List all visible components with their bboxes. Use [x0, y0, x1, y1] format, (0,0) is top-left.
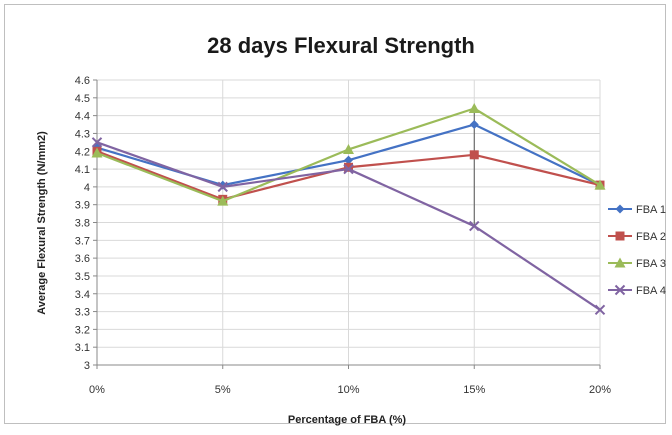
x-tick-label: 10%: [337, 384, 359, 396]
grid-lines: [96, 79, 601, 366]
y-tick-label: 3.2: [75, 324, 90, 336]
x-tick-label: 15%: [463, 384, 485, 396]
data-point: [217, 195, 229, 206]
y-tick-label: 3.9: [75, 200, 90, 212]
data-point-stroke: [594, 304, 606, 315]
legend-item: FBA 3: [608, 257, 666, 270]
legend-label: FBA 1: [636, 204, 666, 216]
y-tick-label: 3.3: [75, 307, 90, 319]
data-point-stroke: [469, 220, 480, 232]
chart-title: 28 days Flexural Strength: [207, 33, 475, 58]
axes: [93, 79, 601, 369]
data-point: [217, 181, 228, 193]
y-tick-label: 3.4: [75, 289, 90, 301]
legend: FBA 1 FBA 2 FBA 3 FBA 4: [608, 204, 666, 297]
data-point: [343, 143, 354, 154]
series-layer: [91, 103, 606, 315]
data-point-stroke: [343, 163, 354, 175]
data-point: [615, 231, 625, 241]
data-point: [614, 284, 626, 296]
data-point: [614, 257, 626, 268]
y-tick-label: 4.5: [75, 93, 90, 105]
y-tick-label: 3.5: [75, 271, 90, 283]
legend-item: FBA 1: [608, 204, 666, 216]
x-axis-label: Percentage of FBA (%): [288, 414, 407, 426]
x-tick-labels: 0% 5% 10% 15% 20%: [89, 384, 611, 396]
y-tick-label: 3.8: [75, 218, 90, 230]
y-tick-label: 4.1: [75, 164, 90, 176]
series-fba-4: [91, 137, 606, 315]
line-chart: 28 days Flexural Strength 33.13.23.33.43…: [36, 33, 666, 426]
legend-label: FBA 4: [636, 285, 666, 297]
data-point: [594, 179, 606, 190]
y-tick-label: 4.2: [75, 146, 90, 158]
chart-frame: 28 days Flexural Strength 3 3.1 3.2 3.3 3.4 3…: [4, 4, 666, 426]
data-point-stroke: [614, 284, 626, 296]
data-point: [91, 137, 103, 148]
y-tick-label: 4.4: [75, 111, 90, 123]
x-tick-label: 20%: [589, 384, 611, 396]
y-axis-label: Average Flexural Strength (N/mm2): [36, 131, 48, 315]
legend-item: FBA 2: [608, 231, 666, 243]
data-point: [594, 304, 606, 315]
y-tick-label: 4: [84, 182, 90, 194]
series-fba-3: [91, 103, 606, 206]
y-tick-label: 3.1: [75, 342, 90, 354]
data-point: [469, 120, 479, 130]
y-tick-label: 4.6: [75, 75, 90, 87]
legend-label: FBA 3: [636, 258, 666, 270]
y-tick-label: 3.6: [75, 253, 90, 265]
x-tick-label: 0%: [89, 384, 105, 396]
data-point: [615, 204, 625, 214]
y-tick-label: 3.7: [75, 235, 90, 247]
data-point: [91, 147, 103, 158]
y-tick-label: 4.3: [75, 128, 90, 140]
data-point: [469, 220, 480, 232]
y-tick-labels: 3 3.1 3.2 3.3 3.4 3.5 3.6 3.7 3.8 3.9 4 4.1 4.2 4.3 4.…: [75, 75, 90, 372]
data-point-stroke: [217, 181, 228, 193]
data-point: [468, 103, 480, 113]
legend-label: FBA 2: [636, 231, 666, 243]
legend-item: FBA 4: [608, 284, 666, 297]
data-point: [344, 155, 353, 165]
data-point-stroke: [91, 137, 103, 148]
x-tick-label: 5%: [215, 384, 231, 396]
data-point: [344, 162, 353, 172]
y-tick-label: 3: [84, 360, 90, 372]
data-point: [343, 163, 354, 175]
data-point: [469, 150, 479, 160]
